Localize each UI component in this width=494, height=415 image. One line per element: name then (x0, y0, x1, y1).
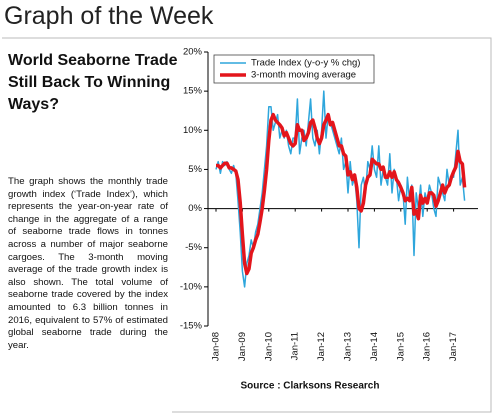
y-tick-label: 5% (188, 164, 202, 175)
y-tick-label: 15% (183, 86, 203, 97)
x-tick-label: Jan-11 (290, 332, 301, 360)
x-tick-label: Jan-09 (237, 332, 248, 361)
series-line (216, 112, 467, 276)
y-tick-label: 0% (188, 203, 202, 214)
y-tick-label: -10% (180, 281, 203, 292)
article-body: The graph shows the monthly trade growth… (8, 176, 168, 351)
legend-label: 3-month moving average (251, 70, 356, 81)
y-tick-label: 20% (183, 47, 203, 58)
x-tick-label: Jan-13 (343, 332, 354, 361)
x-tick-label: Jan-16 (422, 332, 433, 361)
x-tick-label: Jan-17 (448, 332, 459, 361)
frame (2, 37, 492, 413)
page-title: Graph of the Week (4, 2, 214, 30)
source: Source : Clarksons Research (241, 381, 380, 392)
y-tick-label: -5% (185, 242, 202, 253)
legend-box (213, 54, 375, 84)
x-tick-label: Jan-12 (316, 332, 327, 361)
y-tick-label: -15% (180, 321, 203, 332)
x-tick-label: Jan-14 (369, 332, 380, 361)
y-tick-label: 10% (183, 125, 203, 136)
x-tick-label: Jan-08 (211, 332, 222, 361)
series-line (215, 90, 466, 288)
x-tick-label: Jan-10 (263, 332, 274, 361)
x-tick-label: Jan-15 (395, 332, 406, 361)
article-heading: World Seaborne Trade Still Back To Winni… (8, 52, 178, 113)
legend-label: Trade Index (y-o-y % chg) (251, 58, 360, 69)
